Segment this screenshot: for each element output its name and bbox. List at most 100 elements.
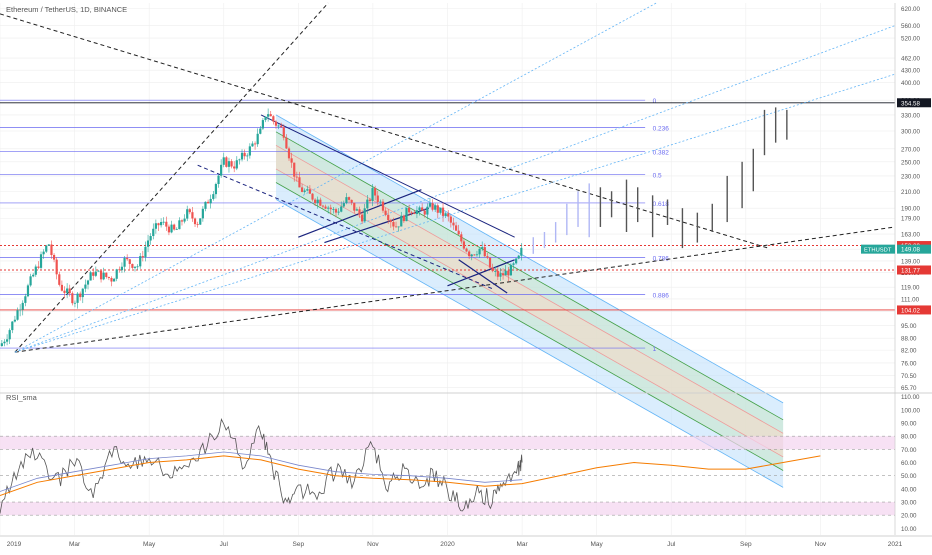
candle-body	[457, 230, 460, 235]
candle-body	[47, 244, 50, 246]
candle-body	[115, 269, 118, 279]
channel-core	[276, 145, 784, 458]
price-label: 131.77	[901, 267, 920, 274]
candle-body	[34, 266, 37, 275]
candle-body	[300, 187, 304, 192]
candle-body	[11, 321, 14, 331]
candle-body	[384, 210, 387, 215]
candle-body	[376, 195, 379, 202]
rsi-sma-line	[0, 455, 821, 496]
candle-body	[507, 270, 510, 276]
price-tick: 620.00	[901, 6, 920, 13]
candle-body	[52, 254, 56, 260]
candle-body	[340, 206, 343, 212]
candle-body	[481, 247, 484, 249]
rsi-tick: 80.00	[901, 434, 917, 441]
candle-body	[381, 201, 385, 211]
candle-body	[120, 266, 124, 271]
candle-body	[269, 114, 272, 117]
candle-body	[58, 274, 61, 285]
rsi-tick: 90.00	[901, 420, 917, 427]
candle-body	[175, 229, 178, 230]
price-label: 104.02	[901, 307, 920, 314]
candle-body	[113, 278, 116, 282]
main-pane: 0 0.236 0.382 0.5 0.618 0.786 0.886 1	[0, 2, 932, 535]
candle-body	[272, 116, 275, 122]
candle-body	[277, 125, 280, 127]
candle-body	[517, 255, 520, 259]
candle-body	[509, 264, 512, 276]
candle-body	[280, 125, 283, 128]
candle-body	[389, 220, 392, 223]
price-tick: 190.00	[901, 206, 920, 213]
candle-body	[214, 184, 218, 195]
candle-body	[329, 207, 332, 210]
candle-body	[460, 234, 463, 242]
time-tick: Nov	[815, 541, 827, 548]
candle-body	[217, 175, 220, 185]
candle-body	[410, 212, 413, 214]
candle-body	[227, 161, 231, 167]
candle-body	[368, 199, 372, 201]
price-tick: 70.50	[901, 373, 917, 380]
candle-body	[251, 143, 254, 147]
candle-body	[311, 193, 314, 200]
candle-body	[314, 199, 317, 204]
candle-body	[274, 121, 278, 126]
candle-body	[259, 128, 262, 134]
rsi-tick: 100.00	[901, 407, 920, 414]
candle-body	[97, 270, 100, 272]
price-tick: 88.00	[901, 336, 917, 343]
candle-body	[454, 225, 458, 231]
candle-body	[230, 161, 233, 167]
price-tick: 300.00	[901, 129, 920, 136]
candle-body	[334, 209, 338, 213]
candle-body	[240, 152, 244, 160]
candle-body	[167, 226, 171, 233]
candle-body	[19, 309, 22, 311]
candle-body	[66, 288, 69, 293]
candle-body	[84, 284, 87, 289]
rsi-line	[0, 418, 523, 514]
candle-body	[444, 213, 447, 216]
flag-line	[458, 259, 508, 294]
candle-body	[374, 188, 377, 196]
rsi-tick: 50.00	[901, 473, 917, 480]
fib-label: 0.382	[653, 149, 670, 156]
fan-line	[14, 2, 657, 353]
candle-body	[222, 157, 225, 165]
candle-body	[290, 158, 293, 163]
candle-body	[32, 274, 35, 277]
trendline-resistance	[0, 13, 769, 249]
rsi-band-lower	[0, 502, 895, 516]
price-tick: 163.00	[901, 232, 920, 239]
rsi-band-upper	[0, 436, 895, 450]
price-tick: 330.00	[901, 112, 920, 119]
candle-body	[235, 160, 238, 169]
time-tick: 2019	[7, 541, 22, 548]
candle-body	[128, 259, 131, 264]
candle-body	[423, 210, 426, 215]
candle-body	[243, 152, 246, 157]
candle-body	[24, 296, 27, 303]
candle-body	[421, 207, 424, 211]
candle-body	[504, 270, 507, 276]
candle-body	[491, 267, 494, 272]
candle-body	[371, 188, 374, 201]
price-tick: 139.00	[901, 258, 920, 265]
candle-body	[139, 256, 142, 267]
candle-body	[337, 211, 340, 213]
candle-body	[402, 215, 405, 222]
candle-body	[267, 114, 270, 117]
time-axis: 2019 Mar May Jul Sep Nov 2020 Mar May Jul Sep Nov 20…	[0, 535, 932, 548]
price-label: 149.08	[901, 247, 920, 254]
fib-label: 1	[653, 346, 657, 353]
rsi-tick: 30.00	[901, 500, 917, 507]
channel-line	[275, 144, 784, 434]
price-label-box	[897, 98, 931, 108]
price-axis: 620.00560.00520.00462.00430.00400.00360.…	[861, 3, 931, 535]
symbol-tag: ETHUSDT	[864, 248, 892, 254]
candle-body	[8, 330, 11, 340]
